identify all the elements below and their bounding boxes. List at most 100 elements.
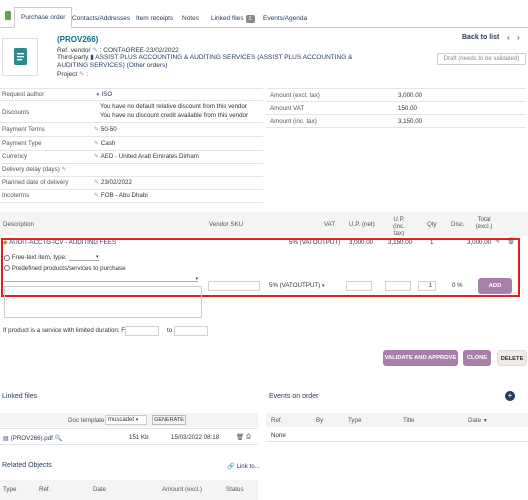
validate-approve-button[interactable]: VALIDATE AND APPROVE <box>383 350 458 366</box>
discount-line-1: You have no default relative discount fr… <box>100 103 247 110</box>
up-inc-input[interactable] <box>385 281 411 291</box>
link-icon: 🔗 <box>227 463 235 470</box>
third-party-link[interactable]: ASSIST PLUS ACCOUNTING & AUDITING SERVIC… <box>57 54 353 69</box>
file-row[interactable]: ▤ (PROV266).pdf 🔍 <box>3 435 63 442</box>
divider <box>0 150 263 151</box>
third-party-label: Third-party <box>57 54 89 61</box>
divider <box>0 176 263 177</box>
delete-button[interactable]: DELETE <box>497 350 527 366</box>
divider <box>0 100 263 101</box>
pencil-icon[interactable]: ✎ <box>79 71 85 78</box>
events-col-ref: Ref. <box>271 417 283 424</box>
linked-files-title: Linked files <box>2 393 38 400</box>
divider <box>0 88 263 89</box>
doc-template-label: Doc template <box>68 417 105 424</box>
discount-line-2: You have no discount credit available fr… <box>100 112 249 119</box>
disc-input[interactable]: 0 % <box>452 282 463 289</box>
free-text-option[interactable]: Free-text item, type: ▾ <box>4 254 99 261</box>
tab-item-receipts[interactable]: Item receipts <box>136 15 174 22</box>
print-icon[interactable]: ⎙ <box>246 433 251 440</box>
line-qty: 1 <box>430 239 434 246</box>
clone-button[interactable]: CLONE <box>463 350 491 366</box>
user-icon: ● <box>96 91 100 98</box>
delete-line-icon[interactable]: 🗑 <box>507 238 515 245</box>
predefined-option[interactable]: Predefined products/services to purchase <box>4 265 126 272</box>
status-badge: Draft (needs to be validated) <box>437 53 526 65</box>
related-table-header <box>0 480 258 500</box>
product-select[interactable]: ▾ <box>4 276 198 282</box>
request-author-name[interactable]: ISO <box>101 91 113 98</box>
pencil-icon[interactable]: ✎ <box>61 166 67 173</box>
previous-arrow-icon[interactable]: ‹ <box>507 33 510 42</box>
payment-type-value[interactable]: ✎ Cash <box>94 140 116 147</box>
file-date: 15/03/2022 08:18 <box>171 434 220 441</box>
tab-events-agenda[interactable]: Events/Agenda <box>263 15 308 22</box>
back-to-list-link[interactable]: Back to list <box>462 34 500 41</box>
payment-terms-value[interactable]: ✎ 50-50 <box>94 126 117 133</box>
tab-purchase-order[interactable]: Purchase order <box>14 7 73 28</box>
generate-button[interactable]: GENERATE <box>152 415 186 425</box>
edit-line-icon[interactable]: ✎ <box>495 238 501 245</box>
amount-inc-label: Amount (inc. tax) <box>270 118 317 125</box>
next-arrow-icon[interactable]: › <box>517 33 520 42</box>
col-disc: Disc. <box>451 221 465 228</box>
pdf-icon: ▤ <box>3 435 9 442</box>
service-to-label: to <box>167 327 173 334</box>
description-textarea[interactable] <box>4 286 202 318</box>
vat-select[interactable]: 5% (VATOUTPUT) ▾ <box>269 282 325 289</box>
divider <box>0 122 263 123</box>
qty-input[interactable]: 1 <box>418 281 436 291</box>
events-empty: None <box>271 432 286 439</box>
divider <box>0 189 263 190</box>
divider <box>266 101 526 102</box>
tab-notes[interactable]: Notes <box>182 15 199 22</box>
events-table-header <box>266 413 528 427</box>
delivery-delay-label: Delivery delay (days) ✎ <box>2 166 67 173</box>
pencil-icon[interactable]: ✎ <box>94 179 100 186</box>
discounts-label: Discounts <box>2 109 30 116</box>
events-col-type: Type <box>348 417 362 424</box>
vendor-sku-input[interactable] <box>208 281 260 291</box>
doc-template-select[interactable]: muscadet ▾ <box>105 415 147 425</box>
related-col-status: Status <box>226 486 244 493</box>
service-from-input[interactable] <box>125 326 159 336</box>
incoterms-label: Incoterms <box>2 192 30 199</box>
payment-type-label: Payment Type <box>2 140 42 147</box>
tab-linked-files[interactable]: Linked files 1 <box>205 9 261 28</box>
link-to-link[interactable]: 🔗 Link to... <box>227 463 260 470</box>
related-objects-title: Related Objects <box>2 462 52 469</box>
currency-value[interactable]: ✎ AED - United Arab Emirates Dirham <box>94 153 199 160</box>
add-line-button[interactable]: ADD <box>478 278 512 294</box>
tab-contacts-addresses[interactable]: Contacts/Addresses <box>72 15 131 22</box>
pencil-icon[interactable]: ✎ <box>94 140 100 147</box>
order-icon <box>5 11 11 20</box>
amount-excl-value: 3,000.00 <box>398 92 423 99</box>
events-col-by: By <box>316 417 324 424</box>
line-vat: 5% (VATOUTPUT) <box>289 239 341 246</box>
events-col-title: Title <box>403 417 415 424</box>
events-title: Events on order <box>269 393 319 400</box>
delete-file-icon[interactable]: 🗑 <box>236 434 244 441</box>
incoterms-value[interactable]: ✎ FOB - Abu Dhabi <box>94 192 148 199</box>
radio-button[interactable] <box>4 265 10 272</box>
service-to-input[interactable] <box>174 326 208 336</box>
add-event-icon[interactable]: + <box>505 391 515 401</box>
pencil-icon[interactable]: ✎ <box>94 126 100 133</box>
col-up-inc: U.P. (inc. tax) <box>393 216 405 237</box>
up-net-input[interactable] <box>346 281 372 291</box>
project-label: Project <box>57 71 78 78</box>
request-author-value[interactable]: ● ISO <box>96 91 112 98</box>
related-col-date: Date <box>93 486 107 493</box>
related-col-type: Type <box>3 486 17 493</box>
line-description[interactable]: ◆ AUDIT-ACCTG-ICV - AUDITING FEES <box>3 239 117 246</box>
file-size: 151 Kb <box>129 434 149 441</box>
other-orders-link[interactable]: (Other orders) <box>126 62 168 69</box>
planned-delivery-value[interactable]: ✎ 23/02/2022 <box>94 179 132 186</box>
pencil-icon[interactable]: ✎ <box>94 153 100 160</box>
pencil-icon[interactable]: ✎ <box>92 47 98 54</box>
preview-icon[interactable]: 🔍 <box>54 435 63 442</box>
type-select[interactable]: ▾ <box>68 254 99 261</box>
pencil-icon[interactable]: ✎ <box>94 192 100 199</box>
radio-button[interactable] <box>4 254 10 261</box>
col-vat: VAT <box>324 221 336 228</box>
